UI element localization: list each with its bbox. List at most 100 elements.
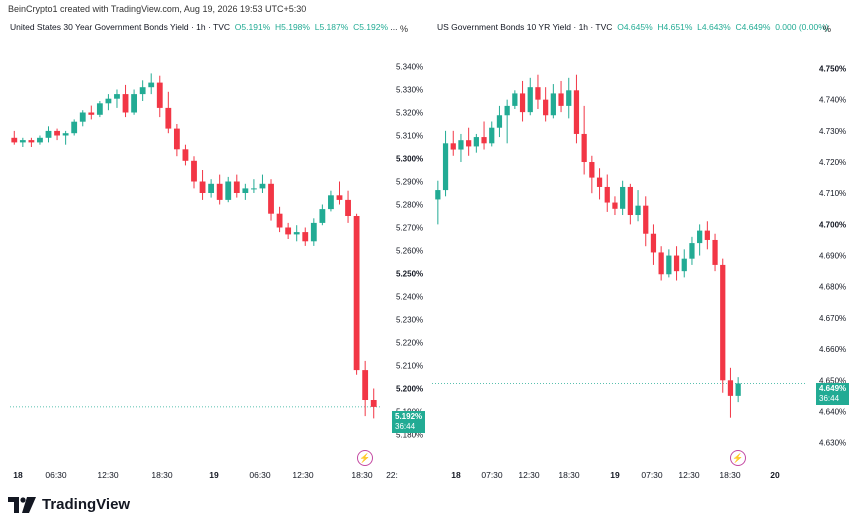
candle-body bbox=[466, 140, 472, 147]
candle-body bbox=[620, 186, 626, 209]
candle-body bbox=[114, 94, 120, 99]
candle bbox=[581, 105, 587, 175]
y-tick-label: 4.660% bbox=[819, 345, 846, 354]
candle bbox=[28, 137, 35, 147]
candle-body bbox=[450, 143, 456, 150]
candle-body bbox=[550, 93, 556, 116]
candle-body bbox=[79, 112, 86, 122]
lightning-icon[interactable]: ⚡ bbox=[357, 450, 373, 466]
candle-body bbox=[54, 130, 60, 136]
candle-body bbox=[216, 183, 223, 200]
y-tick-label: 5.230% bbox=[396, 316, 423, 325]
lightning-icon[interactable]: ⚡ bbox=[730, 450, 746, 466]
candle bbox=[673, 246, 680, 281]
x-tick-label: 06:30 bbox=[249, 470, 271, 480]
low-value: 5.187% bbox=[319, 22, 349, 32]
candle bbox=[88, 105, 95, 120]
brand-name: TradingView bbox=[42, 496, 131, 513]
candle-body bbox=[727, 380, 734, 396]
open-value: 5.191% bbox=[241, 22, 271, 32]
candle bbox=[233, 174, 240, 198]
candle-body bbox=[71, 121, 78, 134]
high-value: 4.651% bbox=[663, 22, 693, 32]
candle bbox=[114, 89, 120, 108]
candle-body bbox=[712, 239, 718, 265]
y-tick-label: 4.730% bbox=[819, 127, 846, 136]
candle bbox=[458, 133, 464, 163]
candle bbox=[319, 204, 326, 226]
candle-body bbox=[558, 93, 564, 106]
candlestick-plot-30y[interactable]: 5.340% 5.330% 5.320% 5.310% 5.300% 5.290% 5.28… bbox=[10, 0, 435, 500]
candle-body bbox=[353, 216, 360, 371]
y-tick-label: 4.650% bbox=[819, 376, 846, 385]
candle bbox=[620, 180, 626, 216]
candle bbox=[658, 246, 664, 281]
candle bbox=[208, 179, 215, 198]
y-tick-label: 4.690% bbox=[819, 252, 846, 261]
price-unit: % bbox=[400, 24, 409, 34]
candle bbox=[285, 222, 292, 239]
candle bbox=[712, 233, 718, 272]
candle bbox=[139, 80, 146, 101]
tradingview-logo[interactable]: TradingView bbox=[8, 496, 130, 513]
candle bbox=[268, 179, 274, 221]
y-tick-label: 5.310% bbox=[396, 132, 423, 141]
open-label: O bbox=[617, 22, 624, 32]
candle-body bbox=[191, 160, 197, 182]
candle bbox=[720, 258, 726, 393]
candle-body bbox=[581, 133, 587, 163]
candle bbox=[148, 73, 155, 95]
y-tick-label: 5.220% bbox=[396, 339, 423, 348]
candle-body bbox=[673, 255, 680, 272]
candle bbox=[293, 225, 300, 242]
y-tick-label: 5.340% bbox=[396, 63, 423, 72]
candle-body bbox=[720, 264, 726, 381]
candle-body bbox=[310, 222, 317, 242]
y-tick-label: 5.300% bbox=[396, 155, 423, 164]
open-label: O bbox=[234, 22, 242, 32]
x-tick-label: 20 bbox=[770, 470, 780, 480]
chart-panel-10y: US Government Bonds 10 YR Yield · 1h · T… bbox=[432, 0, 860, 500]
y-tick-label: 4.670% bbox=[819, 314, 846, 323]
candle-body bbox=[573, 90, 580, 134]
y-tick-label: 5.210% bbox=[396, 362, 423, 371]
credit-line: BeinCrypto1 created with TradingView.com… bbox=[8, 4, 307, 14]
x-tick-label: 07:30 bbox=[641, 470, 663, 480]
candle bbox=[122, 84, 129, 118]
candle-body bbox=[45, 130, 52, 138]
candle-body bbox=[527, 87, 533, 113]
y-tick-label: 5.250% bbox=[396, 270, 423, 279]
candle-body bbox=[208, 183, 215, 193]
candle-body bbox=[11, 137, 18, 143]
close-value: 5.192% bbox=[359, 22, 389, 32]
y-tick-label: 4.720% bbox=[819, 158, 846, 167]
candle-body bbox=[589, 162, 595, 178]
candle-body bbox=[96, 103, 103, 115]
candle bbox=[216, 174, 223, 205]
candlestick-plot-10y[interactable]: 4.750% 4.740% 4.730% 4.720% 4.710% 4.700% 4.69… bbox=[432, 0, 860, 500]
candle-body bbox=[19, 140, 26, 143]
candle-body bbox=[276, 213, 283, 228]
candle-body bbox=[370, 400, 377, 407]
candle bbox=[550, 84, 556, 119]
candle-body bbox=[704, 230, 710, 240]
candle bbox=[45, 126, 52, 143]
candle bbox=[11, 130, 18, 145]
candle-body bbox=[88, 112, 95, 115]
candle bbox=[589, 155, 595, 194]
low-value: 4.643% bbox=[701, 22, 731, 32]
x-tick-label: 18:30 bbox=[151, 470, 173, 480]
y-tick-label: 4.630% bbox=[819, 439, 846, 448]
y-tick-label: 5.280% bbox=[396, 201, 423, 210]
candle bbox=[666, 249, 672, 278]
x-tick-label: 06:30 bbox=[45, 470, 67, 480]
x-tick-label: 18:30 bbox=[558, 470, 580, 480]
candle bbox=[225, 176, 232, 203]
candle-body bbox=[689, 243, 695, 259]
candle-body bbox=[105, 98, 112, 104]
x-tick-label: 12:30 bbox=[292, 470, 314, 480]
candle-body bbox=[131, 94, 138, 113]
high-label: H bbox=[657, 22, 664, 32]
y-tick-label: 5.240% bbox=[396, 293, 423, 302]
y-tick-label: 4.740% bbox=[819, 96, 846, 105]
